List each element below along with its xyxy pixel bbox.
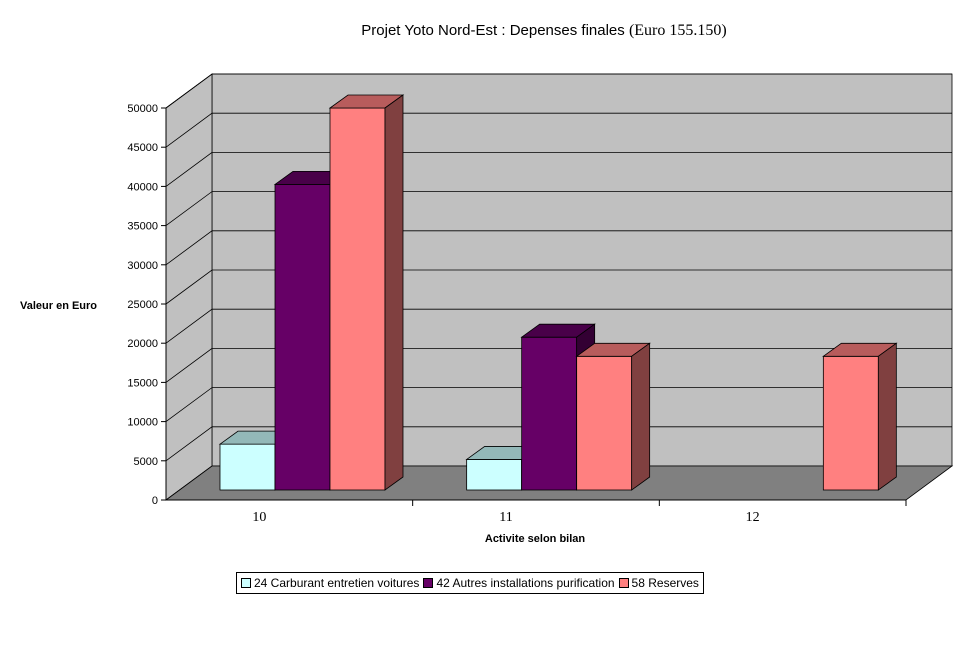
y-tick-label: 20000 — [127, 338, 158, 350]
y-axis-label: Valeur en Euro — [20, 300, 97, 312]
legend-swatch — [241, 578, 251, 588]
y-tick-label: 30000 — [127, 260, 158, 272]
chart-title: Projet Yoto Nord-Est : Depenses finales … — [0, 22, 970, 40]
gridline — [165, 387, 952, 422]
y-tick-label: 10000 — [127, 417, 158, 429]
y-tick-label: 5000 — [134, 456, 158, 468]
bar-side — [384, 94, 404, 491]
x-tick-label: 11 — [499, 510, 512, 525]
legend: 24 Carburant entretien voitures 42 Autres… — [236, 572, 704, 594]
y-tick-label: 35000 — [127, 221, 158, 233]
legend-label: 58 Reserves — [631, 576, 699, 590]
bar — [329, 107, 386, 491]
y-tick-label: 40000 — [127, 181, 158, 193]
chart-title-suffix: (Euro 155.150) — [628, 22, 727, 39]
y-tick-label: 0 — [152, 495, 158, 507]
bar — [822, 355, 879, 491]
legend-label: 24 Carburant entretien voitures — [254, 576, 420, 590]
gridline — [165, 426, 952, 462]
gridline — [165, 308, 952, 344]
bar — [466, 459, 523, 491]
legend-item: 42 Autres installations purification — [423, 576, 615, 590]
gridline — [165, 112, 952, 148]
gridline — [165, 347, 952, 383]
x-tick-label: 10 — [252, 510, 266, 525]
legend-swatch — [423, 578, 434, 588]
gridline — [165, 73, 952, 109]
chart-title-main: Projet Yoto Nord-Est : Depenses finales — [361, 22, 629, 39]
x-tick-label: 12 — [746, 510, 760, 525]
y-tick-label: 45000 — [127, 142, 158, 154]
legend-swatch — [618, 578, 629, 588]
legend-item: 58 Reserves — [618, 576, 699, 590]
legend-label: 42 Autres installations purification — [436, 576, 615, 590]
bar — [521, 336, 578, 491]
y-tick-label: 15000 — [127, 377, 158, 389]
gridline — [165, 191, 952, 226]
gridline — [165, 230, 952, 266]
bar — [576, 355, 633, 491]
y-tick-label: 50000 — [127, 103, 158, 115]
bar — [274, 183, 331, 491]
bar-side — [631, 342, 651, 491]
y-tick-label: 25000 — [127, 299, 158, 311]
gridline — [165, 151, 952, 187]
legend-item: 24 Carburant entretien voitures — [241, 576, 419, 590]
bar — [219, 443, 276, 491]
x-axis-label: Activite selon bilan — [485, 533, 586, 545]
bar-side — [877, 342, 897, 491]
gridline — [165, 269, 952, 305]
